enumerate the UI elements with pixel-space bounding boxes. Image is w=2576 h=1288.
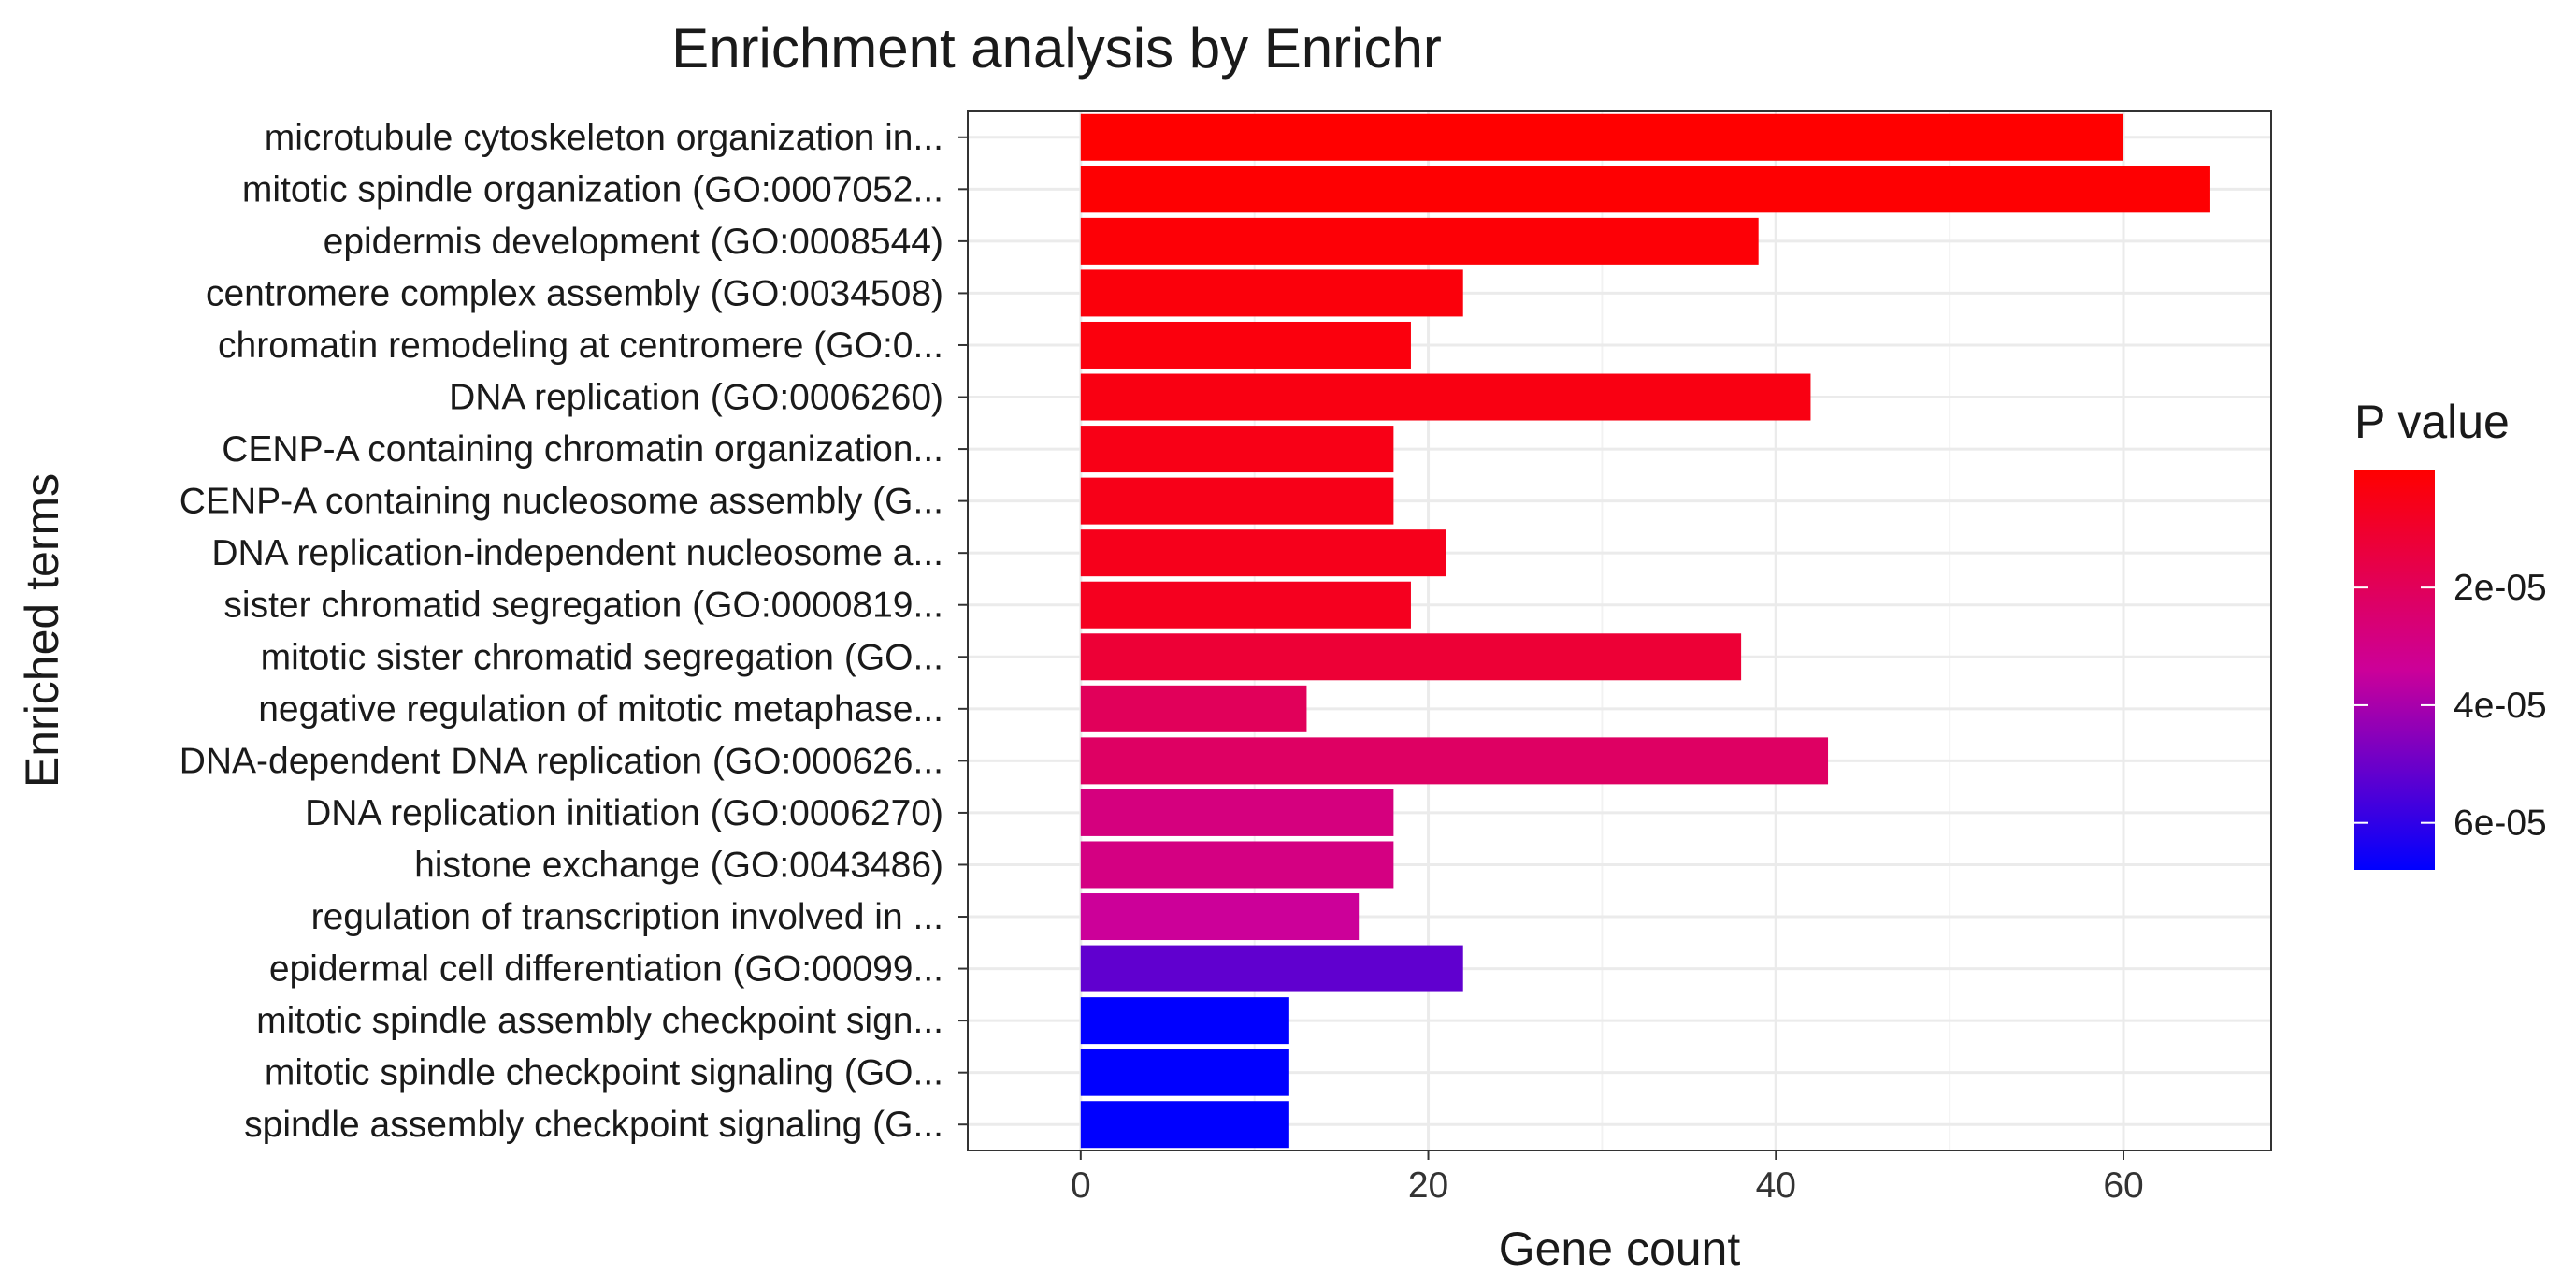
bar (1080, 373, 1811, 421)
bar (1080, 166, 2210, 213)
bar (1080, 893, 1360, 941)
legend-tick-label: 4e-05 (2454, 686, 2547, 726)
y-tick-label: epidermis development (GO:0008544) (324, 222, 943, 262)
legend-tick-label: 6e-05 (2454, 803, 2547, 844)
y-tick-label: spindle assembly checkpoint signaling (G… (244, 1105, 943, 1145)
y-tick-label: negative regulation of mitotic metaphase… (258, 689, 943, 730)
bar (1080, 217, 1759, 265)
y-tick-label: sister chromatid segregation (GO:0000819… (223, 586, 943, 626)
legend-tick-label: 2e-05 (2454, 568, 2547, 608)
bar (1080, 997, 1289, 1045)
legend-title: P value (2354, 396, 2510, 448)
y-tick-label: centromere complex assembly (GO:0034508) (206, 273, 943, 313)
y-tick-label: epidermal cell differentiation (GO:00099… (269, 949, 943, 990)
legend-ticks: 2e-05 4e-05 6e-05 (2354, 568, 2547, 844)
bar (1080, 633, 1742, 681)
y-tick-label: DNA replication (GO:0006260) (449, 378, 943, 418)
y-tick-label: CENP-A containing chromatin organization… (222, 429, 943, 470)
y-tick-label: mitotic sister chromatid segregation (GO… (261, 637, 943, 677)
x-tick-label: 0 (1071, 1165, 1091, 1206)
y-tick-label: DNA-dependent DNA replication (GO:000626… (180, 741, 943, 781)
bar (1080, 685, 1307, 732)
y-tick-label: mitotic spindle assembly checkpoint sign… (256, 1001, 943, 1041)
y-tick-label: DNA replication-independent nucleosome a… (211, 533, 943, 573)
y-tick-label: DNA replication initiation (GO:0006270) (305, 793, 943, 833)
y-tick-label: microtubule cytoskeleton organization in… (265, 118, 943, 158)
bar (1080, 1049, 1289, 1096)
plot-border (967, 110, 2272, 1151)
legend: P value 2e-05 4e-05 6e-05 (2354, 396, 2547, 870)
bar (1080, 529, 1446, 577)
bar (1080, 321, 1411, 369)
x-axis-title: Gene count (1499, 1223, 1741, 1275)
y-tick-label: mitotic spindle organization (GO:0007052… (242, 169, 943, 210)
bar (1080, 737, 1829, 785)
y-tick-label: CENP-A containing nucleosome assembly (G… (180, 482, 943, 522)
bar (1080, 789, 1394, 836)
bar (1080, 1101, 1289, 1149)
bar (1080, 269, 1463, 317)
x-tick-label: 60 (2103, 1165, 2143, 1206)
x-tick-label: 20 (1408, 1165, 1448, 1206)
y-tick-label: regulation of transcription involved in … (311, 897, 943, 937)
bars-layer (1080, 113, 2210, 1149)
bar (1080, 113, 2124, 161)
chart-title: Enrichment analysis by Enrichr (671, 17, 1442, 80)
bar (1080, 945, 1463, 992)
y-tick-label: histone exchange (GO:0043486) (414, 845, 943, 885)
y-tick-label: chromatin remodeling at centromere (GO:0… (218, 326, 943, 366)
y-tick-label: mitotic spindle checkpoint signaling (GO… (265, 1053, 943, 1093)
y-axis-title: Enriched terms (16, 473, 68, 788)
bar (1080, 581, 1411, 629)
plot-background (968, 111, 2271, 1151)
legend-color-bar (2354, 470, 2435, 870)
x-axis: 0 20 40 60 (1071, 1151, 2144, 1206)
x-tick-label: 40 (1756, 1165, 1796, 1206)
y-axis: microtubule cytoskeleton organization in… (180, 118, 968, 1145)
bar (1080, 841, 1394, 889)
bar (1080, 477, 1394, 525)
bar (1080, 426, 1394, 473)
